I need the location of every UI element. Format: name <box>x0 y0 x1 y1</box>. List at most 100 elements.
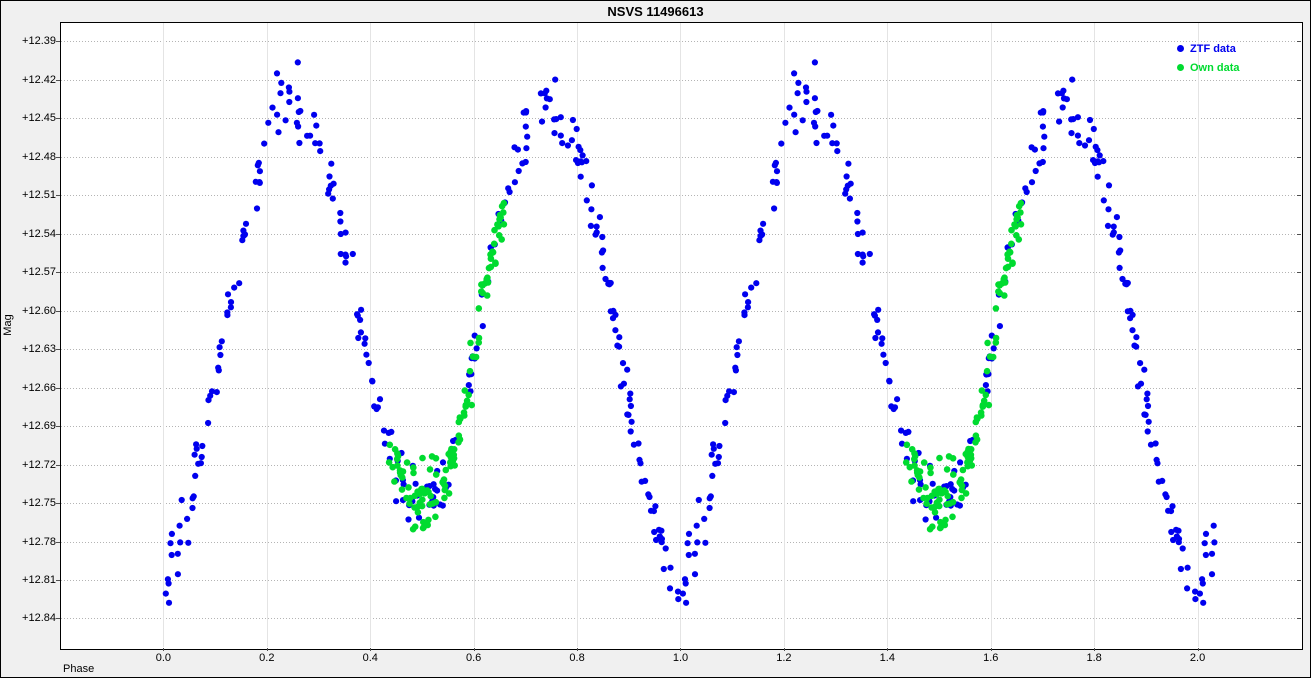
data-point-ztf <box>983 382 989 388</box>
data-point-ztf <box>753 280 759 286</box>
chart-window: NSVS 11496613 Mag Phase ZTF data Own dat… <box>0 0 1311 678</box>
data-point-ztf <box>1040 124 1046 130</box>
data-point-ztf <box>651 529 657 535</box>
data-point-ztf <box>860 230 866 236</box>
data-point-ztf <box>551 130 557 136</box>
data-point-ztf <box>628 403 634 409</box>
data-point-own <box>904 442 911 449</box>
data-point-ztf <box>434 488 440 494</box>
data-point-ztf <box>1033 168 1039 174</box>
data-point-ztf <box>255 162 261 168</box>
data-point-ztf <box>894 396 900 402</box>
y-tick-label: +12.84 <box>1 612 56 624</box>
data-point-own <box>433 455 440 462</box>
legend: ZTF data Own data <box>1177 39 1240 77</box>
data-point-ztf <box>523 159 529 165</box>
data-point-ztf <box>716 443 722 449</box>
data-point-own <box>405 484 412 491</box>
data-point-ztf <box>375 404 381 410</box>
data-point-own <box>430 500 437 507</box>
data-point-own <box>404 459 411 466</box>
data-point-ztf <box>683 580 689 586</box>
data-point-own <box>984 340 991 347</box>
data-point-ztf <box>274 70 280 76</box>
data-point-own <box>927 464 934 471</box>
data-point-ztf <box>236 280 242 286</box>
data-point-ztf <box>1105 206 1111 212</box>
data-point-own <box>950 455 957 462</box>
data-point-own <box>387 442 394 449</box>
data-point-ztf <box>624 367 630 373</box>
data-point-own <box>942 522 949 529</box>
data-point-ztf <box>1131 343 1137 349</box>
data-point-ztf <box>756 237 762 243</box>
data-point-ztf <box>1068 116 1074 122</box>
data-point-ztf <box>256 179 262 185</box>
y-tick-label: +12.60 <box>1 305 56 317</box>
data-point-ztf <box>343 230 349 236</box>
data-point-ztf <box>177 539 183 545</box>
chart-title: NSVS 11496613 <box>1 1 1310 22</box>
data-point-ztf <box>1116 249 1122 255</box>
data-point-ztf <box>795 80 801 86</box>
y-tick-label: +12.54 <box>1 228 56 240</box>
data-point-ztf <box>274 112 280 118</box>
data-point-own <box>979 387 986 394</box>
data-point-ztf <box>1022 185 1028 191</box>
data-point-own <box>491 241 498 248</box>
data-point-own <box>1014 214 1021 221</box>
data-point-ztf <box>179 497 185 503</box>
data-point-ztf <box>675 596 681 602</box>
data-point-ztf <box>659 539 665 545</box>
data-point-ztf <box>742 291 748 297</box>
data-point-own <box>1003 265 1010 272</box>
data-point-ztf <box>813 109 819 115</box>
y-tick-label: +12.78 <box>1 536 56 548</box>
data-point-ztf <box>847 196 853 202</box>
data-point-ztf <box>366 360 372 366</box>
data-point-ztf <box>261 141 267 147</box>
data-point-own <box>424 522 431 529</box>
data-point-ztf <box>694 539 700 545</box>
x-tick-label: 1.8 <box>1076 652 1112 664</box>
data-point-ztf <box>828 112 834 118</box>
data-point-ztf <box>317 148 323 154</box>
data-point-ztf <box>278 80 284 86</box>
data-point-ztf <box>883 360 889 366</box>
data-point-ztf <box>286 89 292 95</box>
data-point-own <box>419 455 426 462</box>
data-point-ztf <box>1082 142 1088 148</box>
data-point-ztf <box>521 110 527 116</box>
data-point-ztf <box>219 338 225 344</box>
data-point-ztf <box>1090 157 1096 163</box>
data-point-ztf <box>588 206 594 212</box>
data-point-ztf <box>845 161 851 167</box>
data-point-ztf <box>169 552 175 558</box>
data-point-ztf <box>692 551 698 557</box>
data-point-ztf <box>793 129 799 135</box>
data-point-ztf <box>612 327 618 333</box>
data-point-ztf <box>834 140 840 146</box>
data-point-ztf <box>683 600 689 606</box>
data-point-own <box>949 514 956 521</box>
data-point-ztf <box>217 344 223 350</box>
data-point-ztf <box>1075 114 1081 120</box>
data-point-ztf <box>923 516 929 522</box>
data-point-ztf <box>1168 508 1174 514</box>
data-point-ztf <box>286 99 292 105</box>
data-point-ztf <box>1211 539 1217 545</box>
data-point-own <box>1008 241 1015 248</box>
y-tick-label: +12.51 <box>1 189 56 201</box>
data-point-ztf <box>199 443 205 449</box>
data-point-ztf <box>685 540 691 546</box>
data-point-ztf <box>440 459 446 465</box>
data-point-ztf <box>745 299 751 305</box>
data-point-ztf <box>616 334 622 340</box>
data-point-ztf <box>243 221 249 227</box>
data-point-own <box>1018 221 1025 228</box>
data-point-ztf <box>824 133 830 139</box>
data-point-ztf <box>1200 600 1206 606</box>
data-point-ztf <box>583 158 589 164</box>
data-point-own <box>941 487 948 494</box>
data-point-ztf <box>190 495 196 501</box>
